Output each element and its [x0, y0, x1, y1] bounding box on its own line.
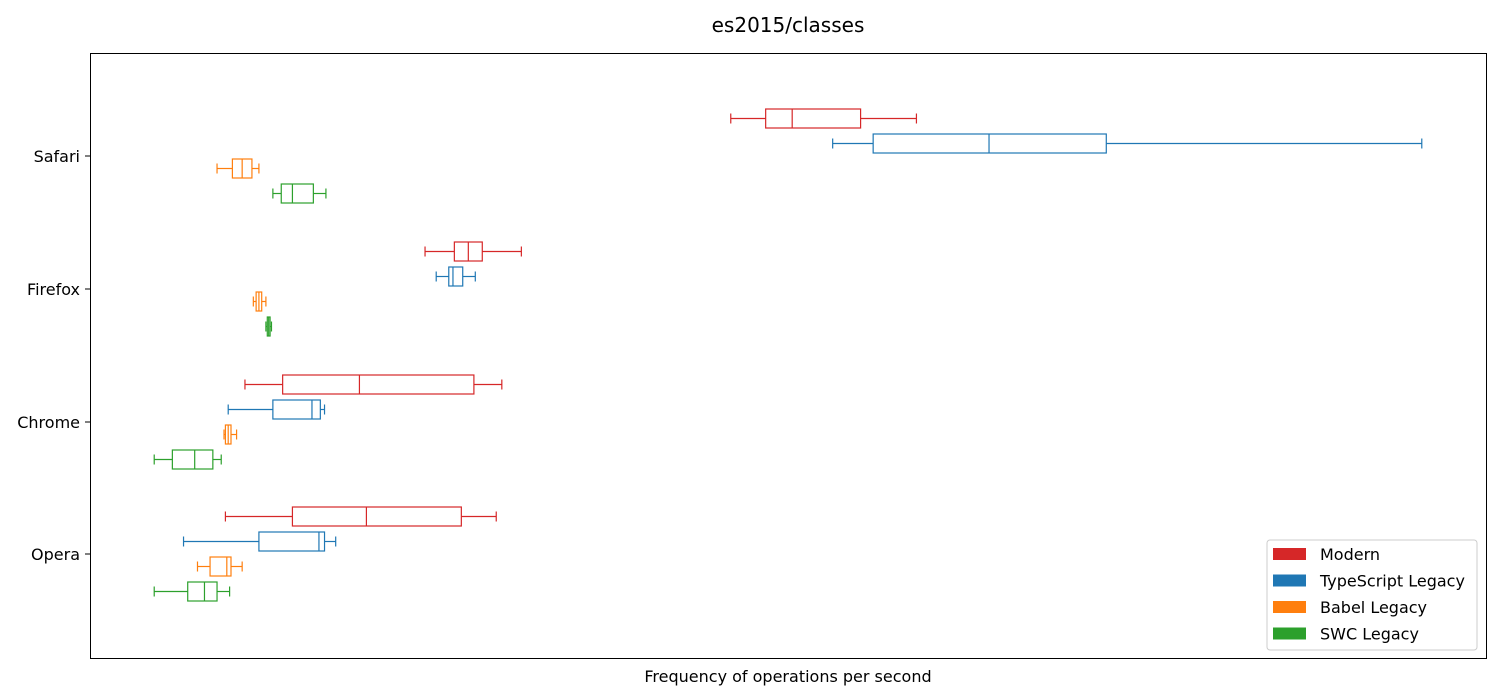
box-iqr: [258, 531, 326, 552]
y-tick-label: Firefox: [27, 280, 80, 299]
legend: Modern TypeScript Legacy Babel Legacy SWC L…: [1266, 539, 1478, 651]
legend-label: Babel Legacy: [1320, 598, 1427, 617]
box-typescript-legacy-chrome: [227, 399, 326, 420]
box-iqr: [209, 556, 232, 577]
box-iqr: [872, 133, 1107, 154]
box-iqr: [272, 399, 321, 420]
legend-swatch: [1273, 601, 1306, 613]
legend-swatch: [1273, 574, 1306, 587]
legend-frame: [1266, 539, 1478, 651]
legend-swatch: [1273, 627, 1306, 640]
box-iqr: [448, 266, 464, 287]
box-typescript-legacy-safari: [832, 133, 1423, 154]
box-typescript-legacy-opera: [182, 531, 337, 552]
legend-swatch: [1273, 548, 1306, 560]
box-swc-legacy-safari: [272, 183, 327, 204]
box-typescript-legacy-firefox: [435, 266, 476, 287]
box-modern-firefox: [424, 241, 522, 262]
box-swc-legacy-firefox: [265, 316, 273, 337]
box-iqr: [187, 581, 218, 602]
box-iqr: [280, 183, 314, 204]
box-babel-legacy-opera: [196, 556, 243, 577]
y-tick-label: Safari: [34, 147, 80, 166]
box-babel-legacy-firefox: [252, 291, 267, 312]
box-swc-legacy-opera: [153, 581, 231, 602]
box-modern-safari: [730, 108, 918, 129]
x-axis-label: Frequency of operations per second: [644, 667, 931, 686]
box-plot-series: [153, 108, 1423, 602]
y-axis-ticks: Safari Firefox Chrome Opera: [17, 147, 90, 564]
legend-label: Modern: [1320, 545, 1380, 564]
legend-label: SWC Legacy: [1320, 625, 1419, 644]
legend-label: TypeScript Legacy: [1319, 572, 1465, 591]
y-tick-label: Opera: [31, 545, 80, 564]
chart-title: es2015/classes: [712, 13, 865, 37]
box-iqr: [171, 449, 214, 470]
box-iqr: [291, 506, 462, 527]
y-tick-label: Chrome: [17, 413, 80, 432]
box-modern-chrome: [244, 374, 503, 395]
box-swc-legacy-chrome: [153, 449, 222, 470]
box-iqr: [282, 374, 475, 395]
box-modern-opera: [224, 506, 497, 527]
box-iqr: [765, 108, 862, 129]
box-babel-legacy-chrome: [223, 424, 238, 445]
box-babel-legacy-safari: [216, 158, 260, 179]
plot-area-frame: [90, 53, 1487, 659]
